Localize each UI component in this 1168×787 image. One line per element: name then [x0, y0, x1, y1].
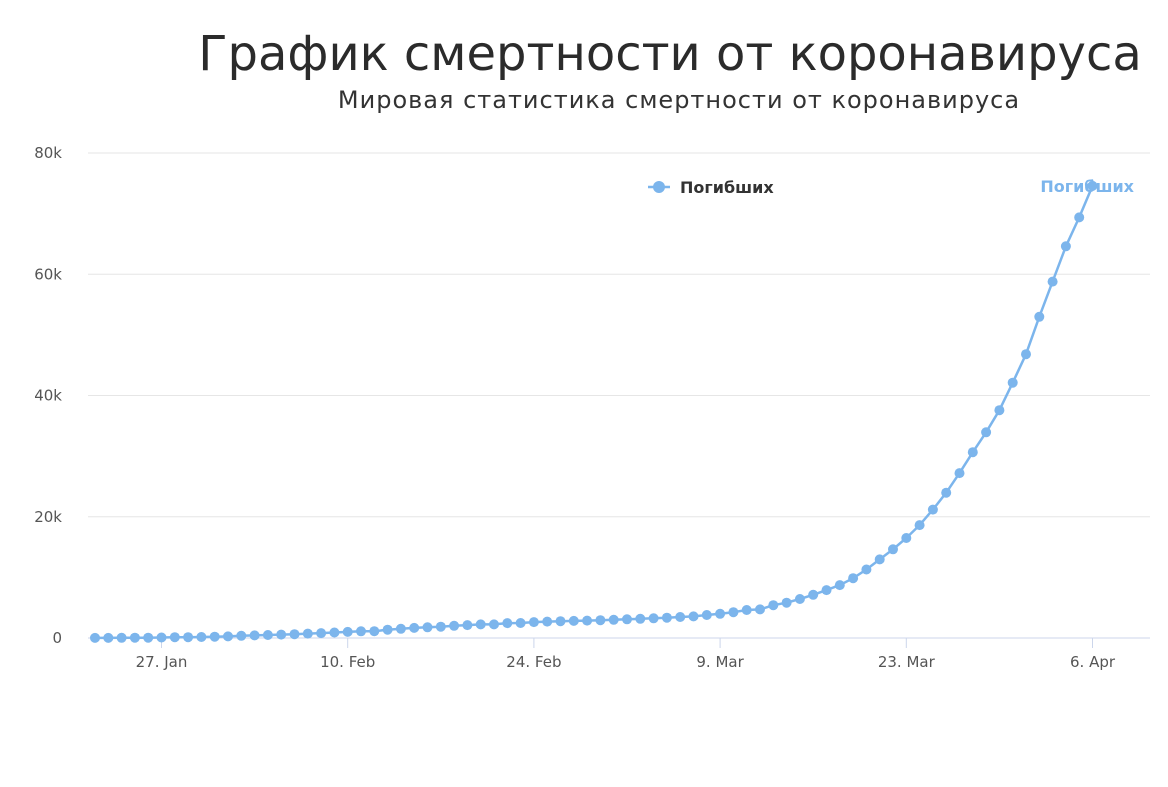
chart-subtitle: Мировая статистика смертности от коронав… [337, 86, 1021, 114]
data-point[interactable] [701, 610, 712, 620]
data-point[interactable] [981, 427, 992, 438]
data-point[interactable] [741, 605, 752, 615]
data-point[interactable] [129, 632, 140, 643]
x-tick-label: 6. Apr [1070, 653, 1116, 671]
data-point[interactable] [848, 573, 859, 584]
series-end-label: Погибших [1040, 177, 1134, 196]
y-tick-label: 20k [34, 508, 62, 526]
x-tick-label: 23. Mar [878, 653, 936, 671]
data-point[interactable] [489, 619, 499, 630]
data-point[interactable] [542, 616, 553, 627]
data-point[interactable] [941, 487, 952, 498]
data-point[interactable] [209, 631, 220, 642]
data-point[interactable] [688, 611, 699, 622]
chart-title: График смертности от коронавируса [198, 26, 1142, 82]
data-point[interactable] [1021, 349, 1031, 360]
data-point[interactable] [183, 632, 194, 643]
data-point[interactable] [994, 405, 1005, 416]
y-axis: 0 20k 40k 60k 80k [34, 144, 62, 647]
data-point[interactable] [103, 632, 114, 643]
data-point[interactable] [781, 597, 792, 608]
data-point[interactable] [143, 632, 154, 643]
data-point[interactable] [728, 607, 739, 618]
data-point[interactable] [914, 520, 925, 531]
data-point[interactable] [861, 564, 872, 575]
y-tick-label: 80k [34, 144, 62, 162]
data-point[interactable] [555, 616, 566, 627]
data-point[interactable] [874, 554, 885, 565]
data-point[interactable] [715, 608, 726, 619]
data-point[interactable] [515, 618, 526, 628]
data-point[interactable] [422, 622, 433, 633]
data-point[interactable] [262, 630, 273, 640]
data-point[interactable] [90, 632, 100, 643]
data-point[interactable] [316, 628, 327, 639]
series-line [95, 185, 1094, 640]
data-point[interactable] [967, 447, 978, 458]
data-point[interactable] [382, 624, 393, 635]
data-point[interactable] [888, 544, 898, 555]
data-point[interactable] [1034, 311, 1045, 322]
data-point[interactable] [901, 533, 912, 543]
data-point[interactable] [1007, 377, 1018, 388]
grid-lines [88, 152, 1150, 518]
data-point[interactable] [395, 623, 406, 634]
data-point[interactable] [1047, 276, 1058, 287]
data-point[interactable] [289, 629, 300, 640]
data-point[interactable] [927, 504, 938, 515]
data-point[interactable] [635, 613, 646, 624]
data-point[interactable] [449, 620, 460, 631]
data-point[interactable] [661, 612, 672, 623]
data-point[interactable] [356, 626, 366, 637]
data-point[interactable] [954, 468, 965, 479]
data-point[interactable] [462, 620, 473, 631]
data-point[interactable] [409, 622, 420, 633]
data-point[interactable] [502, 618, 513, 629]
data-point[interactable] [475, 619, 486, 630]
data-point[interactable] [435, 621, 446, 632]
data-point[interactable] [755, 604, 765, 615]
data-point[interactable] [276, 629, 287, 640]
data-point[interactable] [648, 613, 659, 624]
data-point[interactable] [821, 585, 832, 596]
y-tick-label: 60k [34, 265, 62, 283]
x-tick-label: 24. Feb [506, 653, 561, 671]
data-point[interactable] [794, 594, 805, 604]
data-point[interactable] [608, 614, 619, 625]
data-point[interactable] [249, 630, 260, 641]
legend-item-label[interactable]: Погибших [680, 178, 774, 197]
data-point[interactable] [768, 600, 779, 611]
legend[interactable]: Погибших [648, 178, 774, 197]
data-point[interactable] [302, 628, 313, 639]
data-point[interactable] [595, 615, 606, 626]
x-tick-label: 27. Jan [136, 653, 188, 671]
data-point[interactable] [1060, 241, 1071, 252]
data-point[interactable] [369, 626, 380, 637]
data-point[interactable] [329, 627, 340, 638]
data-point[interactable] [223, 631, 233, 642]
series-layer: Погибших [90, 177, 1135, 643]
x-axis: 27. Jan 10. Feb 24. Feb 9. Mar 23. Mar 6. Apr [88, 637, 1150, 671]
data-point[interactable] [116, 632, 127, 643]
data-point[interactable] [1087, 180, 1098, 191]
data-point[interactable] [568, 615, 579, 626]
data-point[interactable] [236, 630, 247, 641]
data-point[interactable] [169, 632, 180, 643]
data-point[interactable] [156, 632, 167, 643]
x-tick-label: 10. Feb [320, 653, 375, 671]
data-point[interactable] [675, 612, 686, 622]
x-tick-label: 9. Mar [696, 653, 744, 671]
data-point[interactable] [342, 626, 353, 637]
data-point[interactable] [1074, 212, 1085, 223]
y-tick-label: 40k [34, 387, 62, 405]
legend-symbol-marker [653, 181, 665, 193]
y-tick-label: 0 [52, 629, 62, 647]
data-point[interactable] [582, 615, 593, 626]
data-point[interactable] [196, 632, 207, 642]
data-point[interactable] [622, 614, 632, 625]
data-point[interactable] [528, 617, 539, 628]
data-point[interactable] [834, 580, 845, 591]
data-point[interactable] [808, 589, 819, 600]
